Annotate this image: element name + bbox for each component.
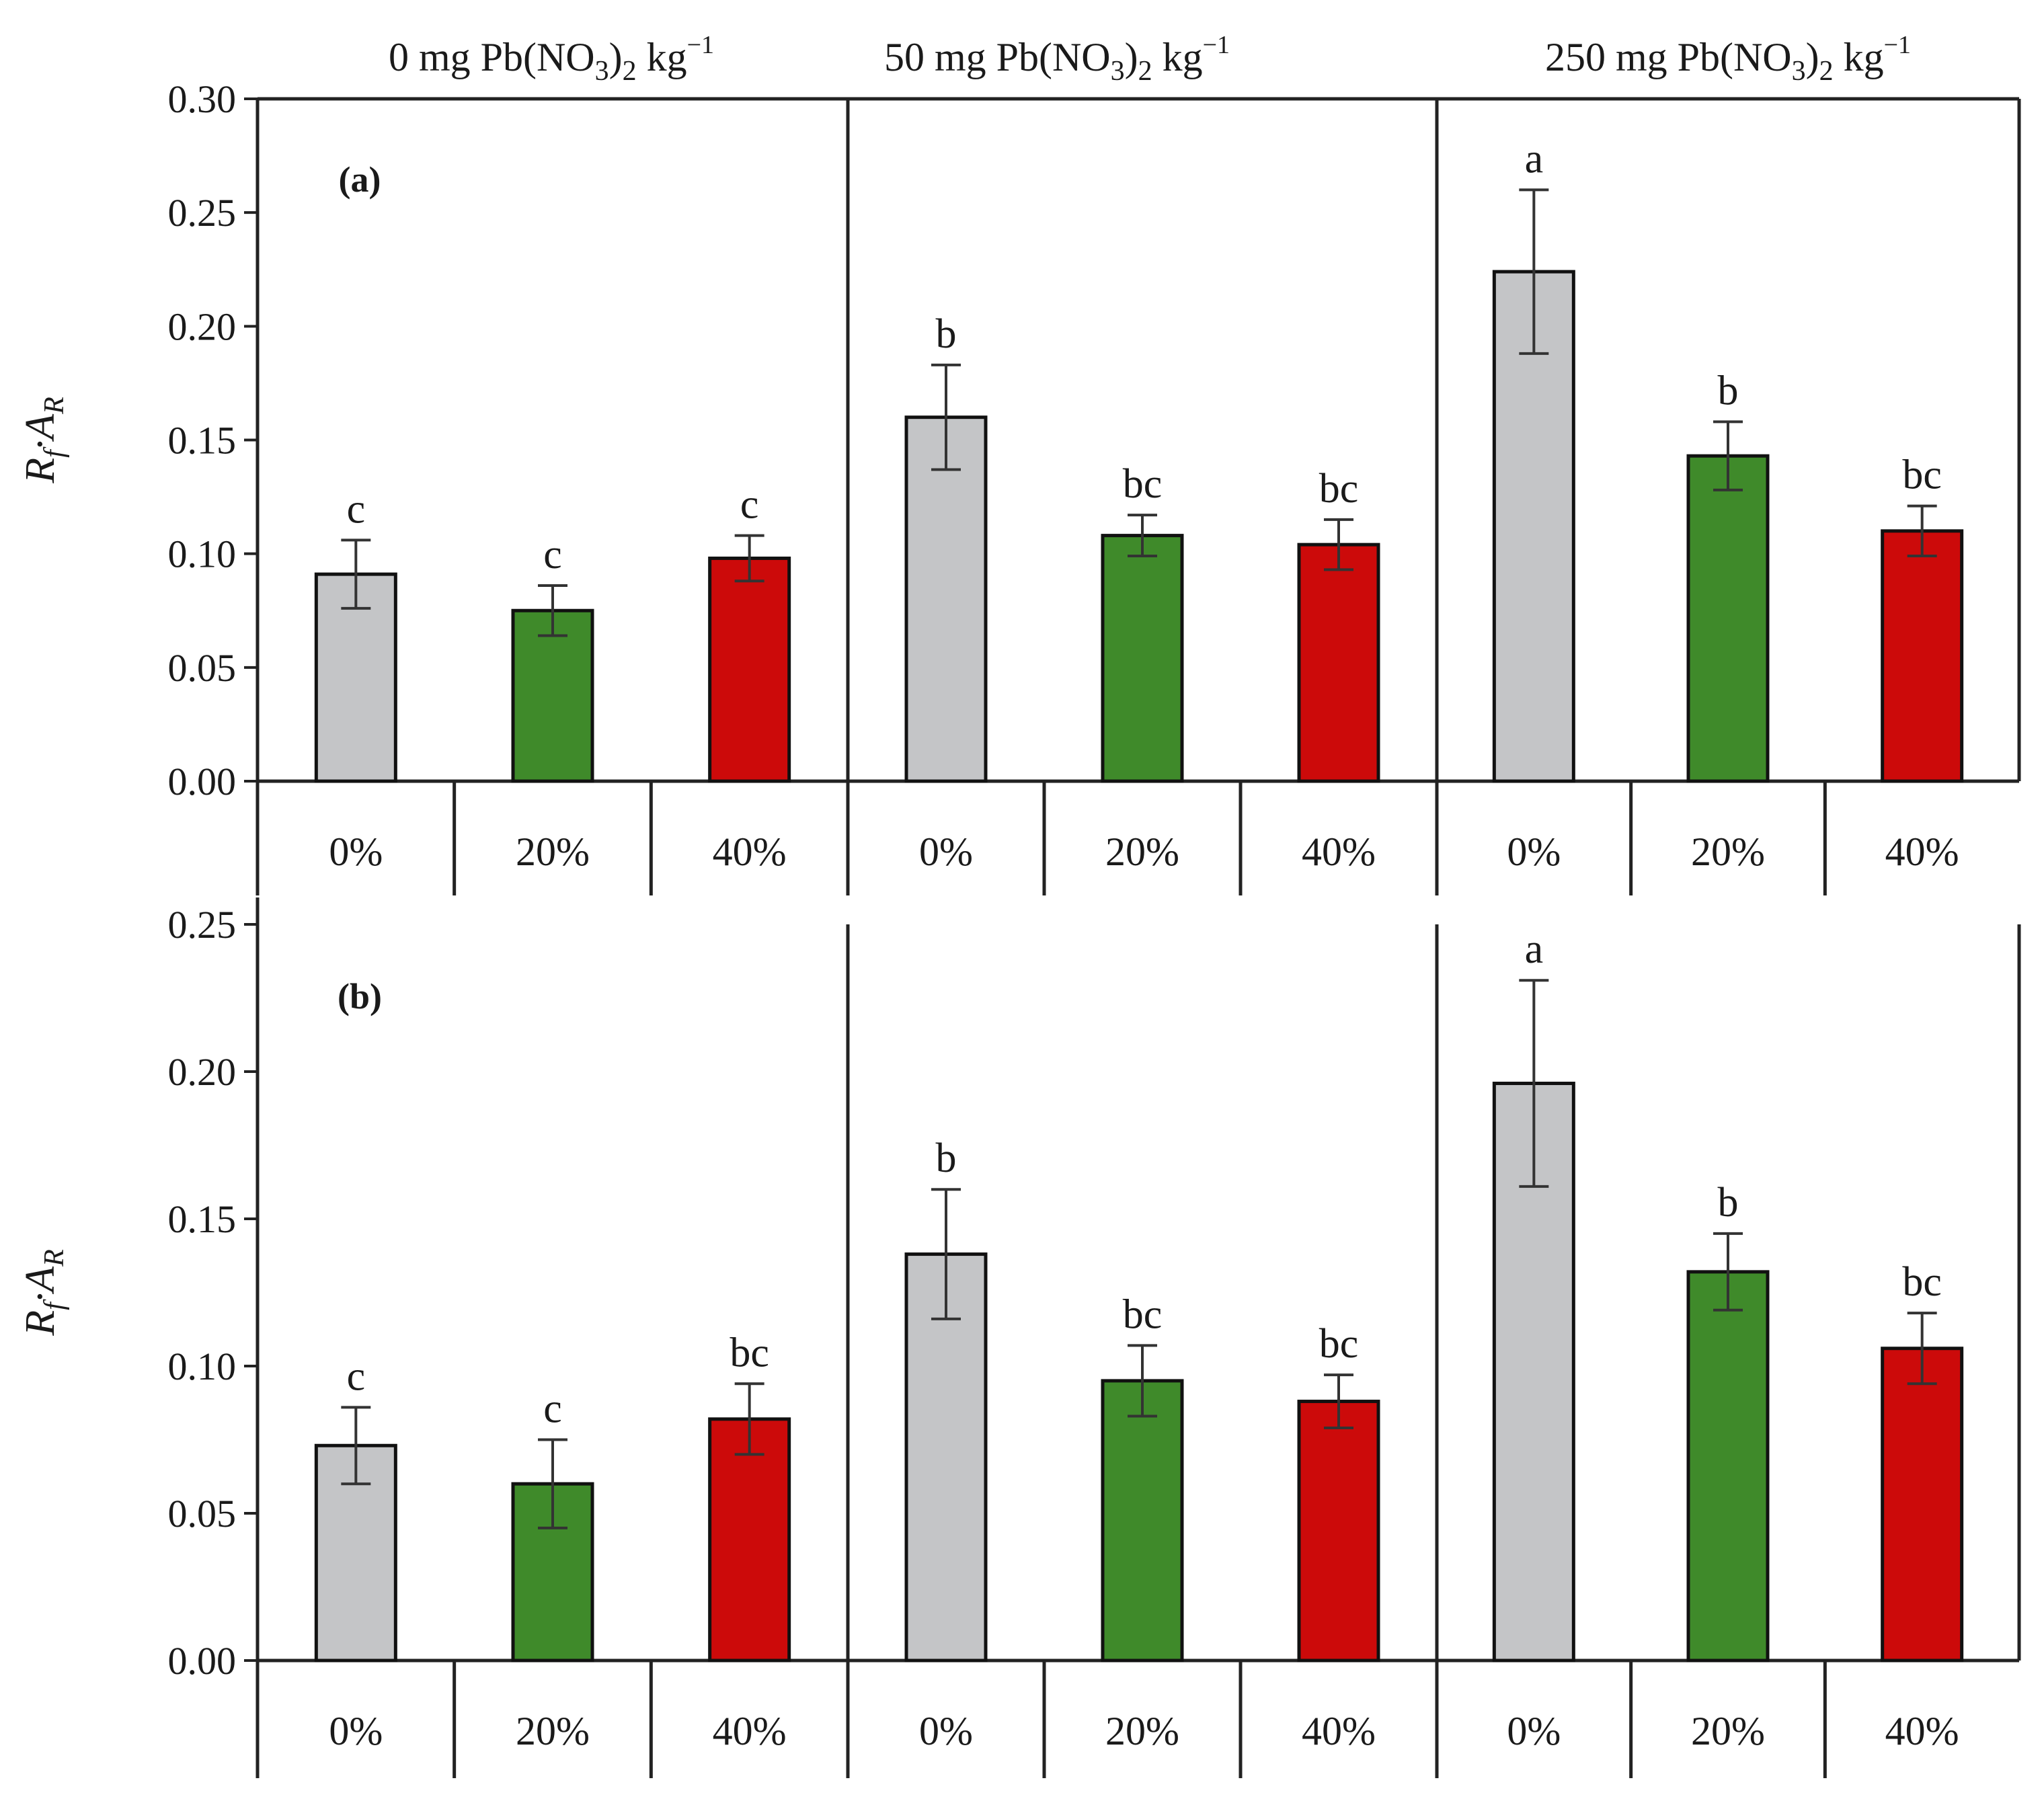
y-tick-label: 0.05 [168,646,237,690]
y-tick-label: 0.20 [168,305,237,348]
category-label: 20% [516,1709,590,1753]
significance-letter: c [740,482,759,528]
bar-40pct [1881,529,1964,783]
y-tick-label: 0.25 [168,191,237,235]
bar-40pct [708,556,791,783]
panel-a: 0.00 0.05 0.10 0.15 0.20 0.25 0.30 Rf·AR (a) c 0% c… [17,77,2021,895]
significance-letter: bc [1902,452,1942,498]
panel-b: 0.00 0.05 0.10 0.15 0.20 0.25 Rf·AR (b) c 0% c 20% b… [17,897,2021,1778]
significance-letter: b [936,311,957,357]
y-tick-label: 0.00 [168,1639,237,1683]
y-axis-title: Rf·AR [17,397,70,484]
significance-letter: c [347,1353,366,1399]
category-label: 0% [329,830,383,874]
bar-20pct [1686,454,1770,783]
y-tick-label: 0.10 [168,1345,237,1388]
category-label: 20% [1105,830,1179,874]
category-label: 0% [1507,1709,1561,1753]
bar-20pct [1686,1270,1770,1663]
category-label: 40% [1885,1709,1959,1753]
bar-0pct [904,1252,988,1663]
category-label: 0% [1507,830,1561,874]
bar-40pct [708,1417,791,1663]
y-tick-label: 0.20 [168,1050,237,1094]
y-tick-label: 0.10 [168,532,237,576]
category-label: 40% [713,830,787,874]
significance-letter: bc [1319,1321,1359,1367]
panel-label: (b) [338,976,382,1016]
category-label: 40% [1885,830,1959,874]
panel-label: (a) [339,159,381,200]
group-titles: 0 mg Pb(NO3)2 kg−1 50 mg Pb(NO3)2 kg−1 250… [389,31,1911,87]
bar-40pct [1297,1400,1380,1663]
bar-20pct [1101,1379,1184,1663]
y-tick-label: 0.25 [168,903,237,947]
bar-40pct [1297,543,1380,783]
bar-0pct [904,415,988,783]
category-label: 40% [713,1709,787,1753]
y-axis-title: Rf·AR [17,1249,70,1336]
significance-letter: c [543,1386,562,1432]
group-title-1: 50 mg Pb(NO3)2 kg−1 [884,31,1230,87]
y-tick-label: 0.05 [168,1492,237,1535]
significance-letter: b [1718,1180,1739,1226]
bar-0pct [1492,270,1575,783]
group-title-2: 250 mg Pb(NO3)2 kg−1 [1545,31,1911,87]
bar-20pct [511,608,594,783]
significance-letter: c [347,486,366,532]
significance-letter: bc [1902,1259,1942,1305]
category-label: 20% [1691,1709,1765,1753]
y-tick-label: 0.15 [168,1197,237,1241]
bar-20pct [1101,534,1184,783]
category-label: 20% [516,830,590,874]
significance-letter: bc [1123,1291,1163,1337]
significance-letter: c [543,532,562,577]
significance-letter: bc [730,1330,769,1375]
category-label: 40% [1302,1709,1376,1753]
bar-40pct [1881,1347,1964,1663]
significance-letter: a [1525,136,1544,182]
significance-letter: bc [1319,466,1359,512]
category-label: 0% [329,1709,383,1753]
category-label: 0% [919,1709,973,1753]
significance-letter: b [1718,368,1739,413]
group-title-0: 0 mg Pb(NO3)2 kg−1 [389,31,714,87]
y-tick-label: 0.15 [168,419,237,463]
category-label: 40% [1302,830,1376,874]
significance-letter: bc [1123,461,1163,507]
significance-letter: a [1525,926,1544,972]
category-label: 0% [919,830,973,874]
significance-letter: b [936,1135,957,1181]
y-tick-label: 0.00 [168,760,237,803]
category-label: 20% [1691,830,1765,874]
y-tick-label: 0.30 [168,77,237,121]
panels: 0.00 0.05 0.10 0.15 0.20 0.25 0.30 Rf·AR (a) c 0% c… [17,77,2021,1778]
bar-0pct [314,572,397,783]
category-label: 20% [1105,1709,1179,1753]
